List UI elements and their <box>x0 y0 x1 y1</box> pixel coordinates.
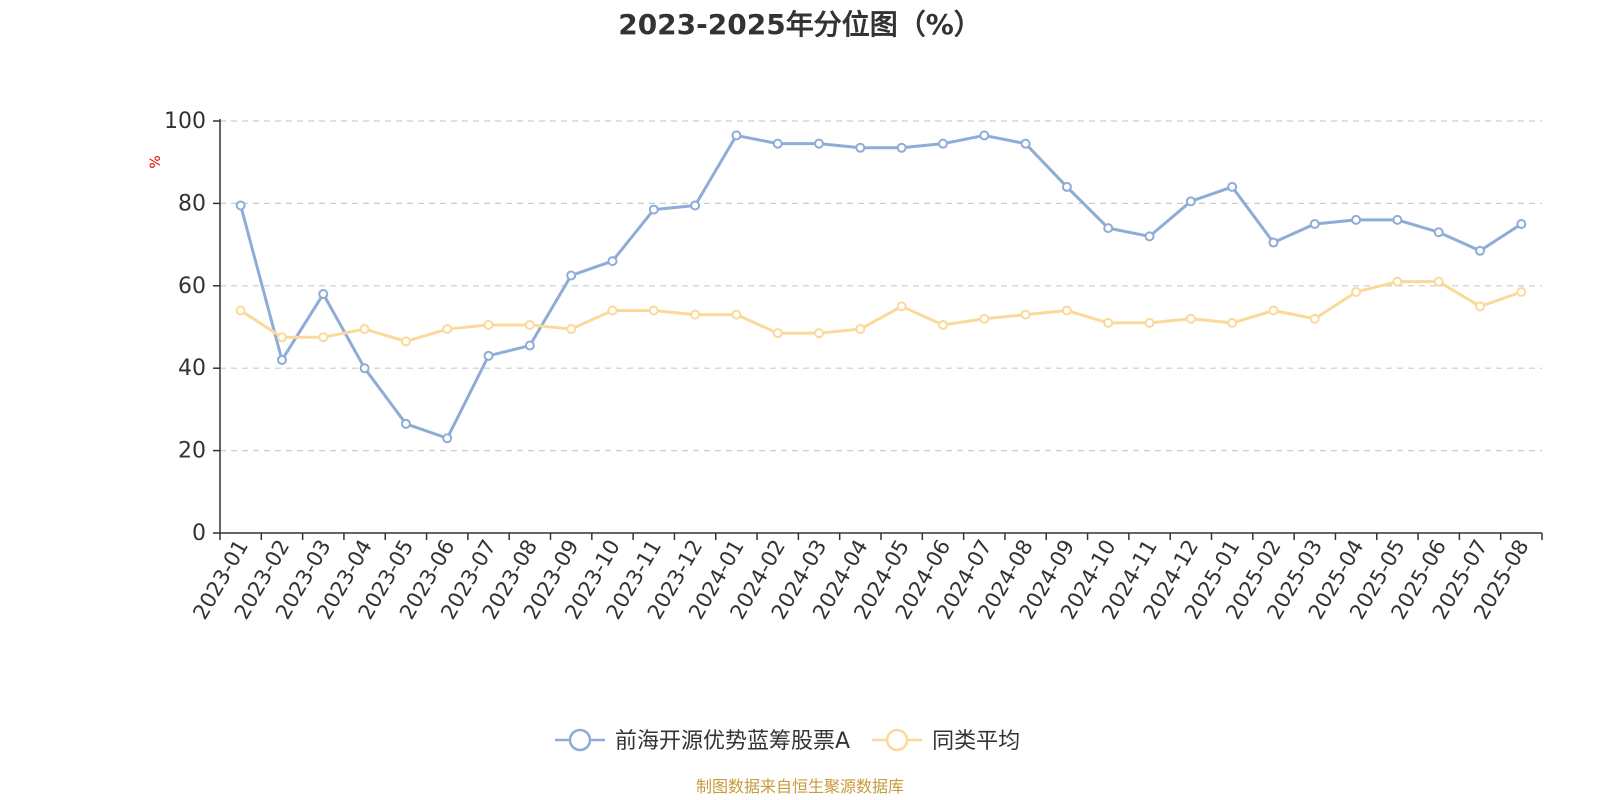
data-point <box>690 200 701 211</box>
data-point <box>1433 227 1444 238</box>
grid-lines <box>220 120 1542 452</box>
data-point <box>1061 181 1072 192</box>
legend-label: 前海开源优势蓝筹股票A <box>615 729 850 754</box>
data-point <box>607 305 618 316</box>
data-point <box>814 138 825 149</box>
data-point <box>359 324 370 335</box>
data-point <box>566 270 577 281</box>
data-point <box>731 130 742 141</box>
legend-label: 同类平均 <box>932 729 1020 754</box>
data-point <box>772 138 783 149</box>
data-point <box>855 324 866 335</box>
data-point <box>400 418 411 429</box>
data-point <box>1144 317 1155 328</box>
y-tick-label: 80 <box>178 191 206 216</box>
data-point <box>1475 301 1486 312</box>
data-point <box>1351 214 1362 225</box>
legend-marker <box>885 728 909 752</box>
data-point <box>235 200 246 211</box>
data-point <box>483 319 494 330</box>
data-point <box>814 328 825 339</box>
y-ticks: 0 20 40 60 80 100 <box>164 109 206 546</box>
data-point <box>937 319 948 330</box>
data-point <box>648 305 659 316</box>
data-point <box>524 340 535 351</box>
data-point <box>1020 309 1031 320</box>
data-point <box>1227 317 1238 328</box>
data-point <box>648 204 659 215</box>
data-point <box>276 332 287 343</box>
data-point <box>235 305 246 316</box>
data-point <box>1351 286 1362 297</box>
data-point <box>772 328 783 339</box>
y-tick-label: 100 <box>164 109 206 134</box>
data-point <box>979 130 990 141</box>
data-point <box>524 319 535 330</box>
y-axis-label: % <box>148 155 164 168</box>
legend-marker <box>568 728 592 752</box>
chart-title: 2023-2025年分位图（%） <box>618 8 982 41</box>
data-point <box>1516 286 1527 297</box>
data-point <box>1144 231 1155 242</box>
series-line-0 <box>239 133 1523 440</box>
data-point <box>1268 305 1279 316</box>
legend-item-0[interactable]: 前海开源优势蓝筹股票A <box>555 728 850 754</box>
series-group <box>235 130 1527 444</box>
legend-item-1[interactable]: 同类平均 <box>872 728 1020 754</box>
data-point <box>937 138 948 149</box>
data-point <box>896 142 907 153</box>
y-tick-label: 0 <box>192 521 206 546</box>
series-line-1 <box>239 280 1522 343</box>
data-point <box>1475 245 1486 256</box>
legend[interactable]: 前海开源优势蓝筹股票A 同类平均 <box>555 728 1020 754</box>
data-point <box>1103 223 1114 234</box>
data-point <box>607 256 618 267</box>
data-point <box>1061 305 1072 316</box>
data-point <box>1309 313 1320 324</box>
data-point <box>400 336 411 347</box>
data-point <box>690 309 701 320</box>
data-point <box>359 363 370 374</box>
data-point <box>1185 196 1196 207</box>
data-point <box>896 301 907 312</box>
y-tick-label: 40 <box>178 356 206 381</box>
data-point <box>276 354 287 365</box>
y-tick-label: 60 <box>178 274 206 299</box>
data-point <box>1103 317 1114 328</box>
data-point <box>566 324 577 335</box>
data-source-note: 制图数据来自恒生聚源数据库 <box>696 777 904 796</box>
data-point <box>1020 138 1031 149</box>
data-point <box>318 332 329 343</box>
data-point <box>483 350 494 361</box>
data-point <box>1227 181 1238 192</box>
data-point <box>855 142 866 153</box>
data-point <box>1268 237 1279 248</box>
data-point <box>1309 219 1320 229</box>
data-point <box>318 289 329 300</box>
data-point <box>442 433 453 444</box>
data-point <box>1516 219 1527 229</box>
data-point <box>1392 214 1403 225</box>
data-point <box>442 324 453 335</box>
y-tick-label: 20 <box>178 439 206 464</box>
data-point <box>979 313 990 324</box>
data-point <box>731 309 742 320</box>
data-point <box>1185 313 1196 324</box>
data-point <box>1433 276 1444 287</box>
x-ticks: 2023-012023-022023-032023-042023-052023-… <box>188 536 1533 624</box>
axes <box>213 119 1543 540</box>
data-point <box>1392 276 1403 287</box>
